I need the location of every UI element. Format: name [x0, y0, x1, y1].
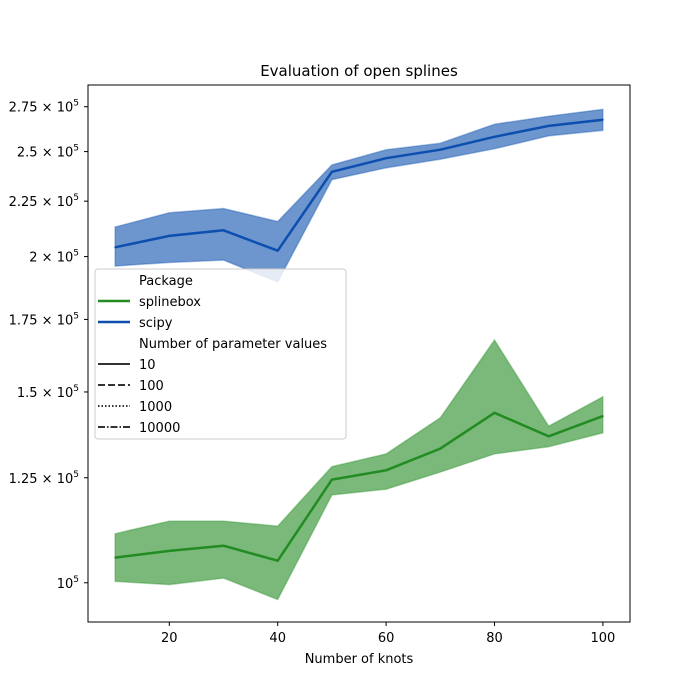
data-point-scipy — [439, 148, 442, 151]
legend-title: Number of parameter values — [139, 337, 327, 352]
data-point-splinebox — [547, 435, 550, 438]
x-tick-label: 40 — [269, 631, 286, 646]
x-tick-label: 100 — [590, 631, 615, 646]
plot-frame — [87, 84, 631, 623]
series-line-scipy — [114, 118, 604, 252]
legend-label-1000: 1000 — [139, 400, 172, 415]
legend-box — [94, 268, 347, 440]
data-point-splinebox — [331, 478, 333, 481]
chart-title: Evaluation of open splines — [260, 62, 458, 80]
legend-label-10000: 10000 — [139, 421, 180, 436]
y-tick-label: 2 × 105 — [29, 249, 79, 266]
legend-label-splinebox: splinebox — [139, 295, 201, 310]
data-point-splinebox — [168, 550, 171, 552]
y-tick-label: 1.75 × 105 — [9, 311, 79, 328]
legend-label-scipy: scipy — [139, 316, 173, 331]
series-scipy — [114, 108, 604, 283]
x-tick-label: 80 — [486, 631, 503, 646]
x-tick-label: 60 — [378, 631, 395, 646]
y-tick-label: 105 — [57, 575, 79, 592]
x-axis-label: Number of knots — [305, 652, 414, 667]
legend-label-100: 100 — [139, 379, 164, 394]
series-splinebox — [114, 338, 604, 601]
x-tick-label: 20 — [161, 631, 178, 646]
data-point-scipy — [222, 229, 225, 232]
data-point-splinebox — [385, 469, 387, 472]
legend-title: Package — [139, 274, 193, 289]
x-axis: 20 40 60 80 100 — [161, 622, 615, 646]
data-point-splinebox — [114, 556, 116, 559]
legend-label-10: 10 — [139, 358, 156, 373]
data-point-splinebox — [276, 559, 279, 562]
confidence-band-splinebox — [114, 338, 604, 601]
y-tick-label: 2.25 × 105 — [9, 193, 79, 210]
data-point-scipy — [276, 249, 279, 252]
y-tick-label: 2.5 × 105 — [17, 144, 79, 161]
y-tick-label: 1.5 × 105 — [17, 384, 79, 401]
data-point-scipy — [547, 125, 550, 127]
y-tick-label: 2.75 × 105 — [9, 99, 79, 116]
data-point-scipy — [493, 136, 496, 138]
data-point-splinebox — [439, 447, 442, 450]
confidence-band-scipy — [114, 108, 604, 283]
data-point-scipy — [331, 171, 333, 173]
y-tick-label: 1.25 × 105 — [9, 470, 79, 487]
plot-area — [114, 108, 604, 601]
data-point-splinebox — [222, 544, 225, 547]
data-point-scipy — [385, 157, 387, 159]
y-axis: 105 1.25 × 105 1.5 × 105 1.75 × 105 2 × 105 2… — [9, 99, 88, 592]
data-point-splinebox — [493, 412, 496, 414]
legend: Package splinebox scipy Number of parameter… — [94, 268, 347, 440]
series-line-splinebox — [114, 411, 604, 562]
data-point-scipy — [114, 246, 116, 249]
data-point-scipy — [168, 235, 171, 237]
data-point-scipy — [602, 118, 604, 121]
data-point-splinebox — [602, 415, 604, 417]
